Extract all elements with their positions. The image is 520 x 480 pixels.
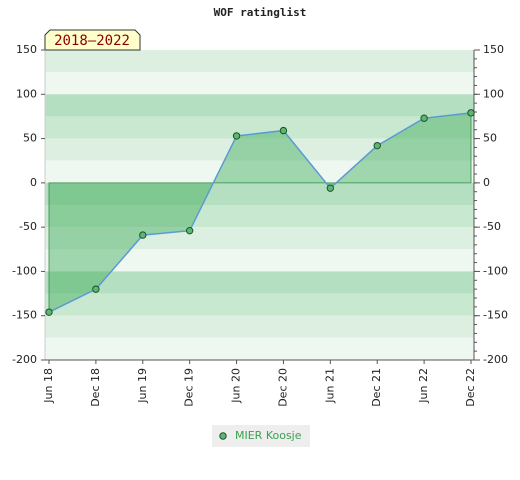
x-tick-label: Dec 22	[464, 368, 477, 407]
legend-box	[212, 425, 310, 447]
marker	[92, 285, 100, 293]
x-tick-label: Jun 19	[136, 368, 149, 404]
grid-band	[45, 337, 474, 360]
grid-band	[45, 293, 474, 316]
y2-tick-label: 50	[483, 132, 497, 145]
y2-tick-label: -150	[483, 309, 508, 322]
x-tick-label: Jun 21	[323, 368, 336, 404]
x-tick-label: Dec 20	[276, 368, 289, 407]
y2-tick-label: 0	[483, 176, 490, 189]
marker	[373, 141, 381, 150]
y-tick-label: 150	[16, 43, 37, 56]
x-tick-label: Jun 20	[230, 368, 243, 404]
grid-band	[45, 72, 474, 95]
y-tick-label: 0	[30, 176, 37, 189]
x-tick-label: Dec 19	[183, 368, 196, 407]
marker	[467, 109, 475, 117]
grid-band	[45, 205, 474, 228]
y2-tick-label: -50	[483, 220, 501, 233]
legend-label: MIER Koosje	[235, 429, 302, 442]
y-tick-label: 100	[16, 87, 37, 100]
y-tick-label: -100	[12, 264, 37, 277]
y2-tick-label: 150	[483, 43, 504, 56]
marker	[326, 184, 335, 192]
grid-band	[45, 249, 474, 272]
grid-band	[45, 94, 474, 117]
x-tick-label: Jun 22	[417, 368, 430, 404]
legend-marker	[219, 432, 227, 440]
y-tick-label: -150	[12, 309, 37, 322]
y2-tick-label: 100	[483, 87, 504, 100]
x-tick-label: Dec 18	[89, 368, 102, 407]
grid-band	[45, 160, 474, 183]
grid-band	[45, 182, 474, 205]
marker	[279, 126, 288, 135]
y2-tick-label: -100	[483, 264, 508, 277]
marker	[420, 114, 428, 122]
y2-tick-label: -200	[483, 353, 508, 366]
plot-area	[45, 50, 474, 360]
badge-box	[44, 29, 141, 51]
line	[48, 112, 472, 313]
marker	[45, 308, 53, 316]
y-tick-label: -50	[19, 220, 37, 233]
marker	[185, 226, 194, 235]
grid-band	[45, 271, 474, 294]
grid-band	[45, 315, 474, 338]
marker	[139, 231, 147, 239]
marker	[232, 132, 241, 140]
y-tick-label: -200	[12, 353, 37, 366]
grid-band	[45, 50, 474, 73]
badge: 2018–2022	[54, 33, 130, 49]
x-tick-label: Jun 18	[42, 368, 55, 404]
chart-title: WOF ratinglist	[214, 6, 307, 19]
x-tick-label: Dec 21	[370, 368, 383, 407]
y-tick-label: 50	[23, 132, 37, 145]
grid-band	[45, 227, 474, 250]
grid-band	[45, 116, 474, 139]
